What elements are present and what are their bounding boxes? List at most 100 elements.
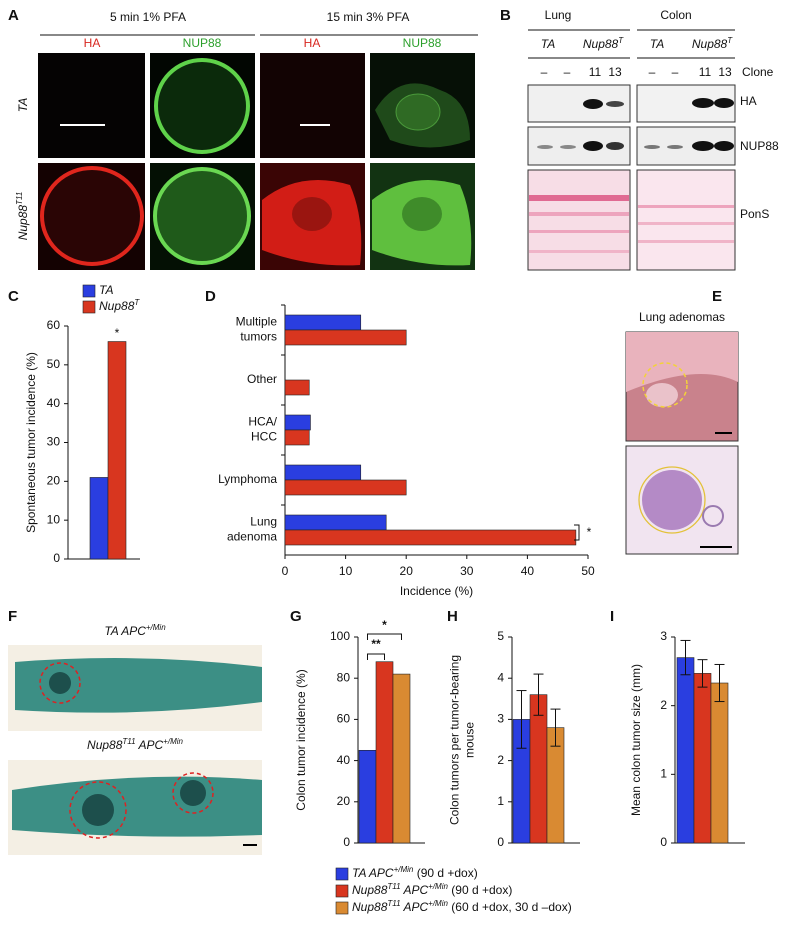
category-label: Multiple tumors (236, 315, 278, 344)
text-line: Multiple (236, 315, 278, 329)
text-part: TA APC (104, 624, 146, 638)
bar (375, 661, 394, 844)
y-tick-label: 100 (330, 629, 350, 643)
bar (284, 529, 577, 546)
legend-label: Nup88T11 APC+/Min (60 d +dox, 30 d –dox) (352, 899, 572, 915)
panel-label: C (8, 288, 19, 305)
text-part: TA (650, 37, 664, 51)
text-part: TA (99, 283, 113, 297)
error-bar (714, 663, 725, 703)
panel-label: G (290, 608, 302, 625)
bar (392, 673, 411, 844)
legend-swatch (335, 901, 349, 915)
y-tick-label: 1 (660, 767, 667, 781)
text-part: Nup88 (352, 900, 388, 914)
text-line: Colon tumor incidence (%) (294, 669, 308, 810)
legend-swatch (82, 284, 96, 298)
text-line: Spontaneous tumor incidence (%) (24, 352, 38, 533)
y-tick-label: 3 (497, 712, 504, 726)
bracket (574, 524, 580, 541)
caption: TA APC+/Min (104, 623, 166, 639)
x-tick-label: 10 (339, 564, 353, 578)
text-part: +/Min (163, 737, 183, 746)
text-part: Nup88 (16, 205, 30, 241)
text-part: TA (16, 98, 30, 112)
y-axis-label: Colon tumors per tumor-bearingmouse (448, 655, 477, 825)
text-part: APC (401, 900, 429, 914)
y-tick-label: 60 (47, 318, 61, 332)
clone: 13 (608, 65, 622, 79)
blot-label: NUP88 (740, 139, 779, 153)
legend-swatch (335, 867, 349, 881)
text-line: tumors (240, 330, 277, 344)
genotype: TA (650, 37, 664, 51)
condition: 5 min 1% PFA (110, 10, 186, 24)
legend-label: TA (99, 283, 113, 297)
text-part: Nup88 (692, 37, 728, 51)
error-bar (516, 690, 527, 749)
text-part: Nup88 (583, 37, 619, 51)
annotation: * (587, 525, 592, 539)
panel-label: D (205, 288, 216, 305)
y-tick-label: 0 (343, 835, 350, 849)
y-axis-label: Spontaneous tumor incidence (%) (24, 352, 38, 533)
text-part: +/Min (428, 899, 448, 908)
channel: NUP88 (403, 36, 442, 50)
text-part: T11 (387, 899, 400, 908)
bar (284, 429, 310, 446)
text-part: T11 (387, 882, 400, 891)
text-part: APC (401, 883, 429, 897)
bar (284, 479, 407, 496)
bar (693, 673, 712, 844)
text-line: Colon tumors per tumor-bearing (448, 655, 462, 825)
colon-images (8, 645, 262, 855)
bar (710, 682, 729, 844)
bar (107, 341, 127, 560)
bar (284, 379, 310, 396)
adenoma-images (625, 331, 739, 555)
channel: NUP88 (183, 36, 222, 50)
x-tick-label: 40 (521, 564, 535, 578)
text-part: Nup88 (99, 299, 135, 313)
y-tick-label: 40 (337, 753, 351, 767)
annotation: ** (371, 637, 381, 651)
text-line: Other (247, 372, 277, 386)
text-part: +/Min (146, 623, 166, 632)
panel-label: H (447, 608, 458, 625)
panel-label: I (610, 608, 614, 625)
y-tick-label: 0 (497, 835, 504, 849)
y-tick-label: 4 (497, 670, 504, 684)
text-part: Nup88 (87, 738, 123, 752)
panel-title: Lung adenomas (639, 310, 725, 324)
bar (358, 749, 377, 844)
y-tick-label: 30 (47, 435, 61, 449)
legend-label: Nup88T11 APC+/Min (90 d +dox) (352, 882, 512, 898)
text-line: mouse (463, 722, 477, 758)
bar (284, 314, 362, 331)
panel-label: A (8, 7, 19, 24)
y-tick-label: 5 (497, 629, 504, 643)
genotype: Nup88T (692, 36, 733, 52)
panel-label: B (500, 7, 511, 24)
panel-label: F (8, 608, 17, 625)
text-part: TA (541, 37, 555, 51)
bracket (367, 653, 385, 660)
legend-label: TA APC+/Min (90 d +dox) (352, 865, 478, 881)
text-line: Lymphoma (218, 472, 277, 486)
x-tick-label: 20 (400, 564, 414, 578)
category-label: Lymphoma (218, 472, 277, 486)
text-line: Lung (250, 515, 277, 529)
bar (284, 414, 311, 431)
text-part: +/Min (394, 865, 414, 874)
channel: HA (304, 36, 321, 50)
text-part: T11 (122, 737, 135, 746)
y-tick-label: 2 (497, 753, 504, 767)
annotation: * (382, 618, 387, 632)
tissue: Colon (660, 8, 691, 22)
blot-label: HA (740, 94, 757, 108)
y-tick-label: 1 (497, 794, 504, 808)
clone: – (672, 65, 679, 79)
condition: 15 min 3% PFA (327, 10, 410, 24)
y-tick-label: 10 (47, 512, 61, 526)
